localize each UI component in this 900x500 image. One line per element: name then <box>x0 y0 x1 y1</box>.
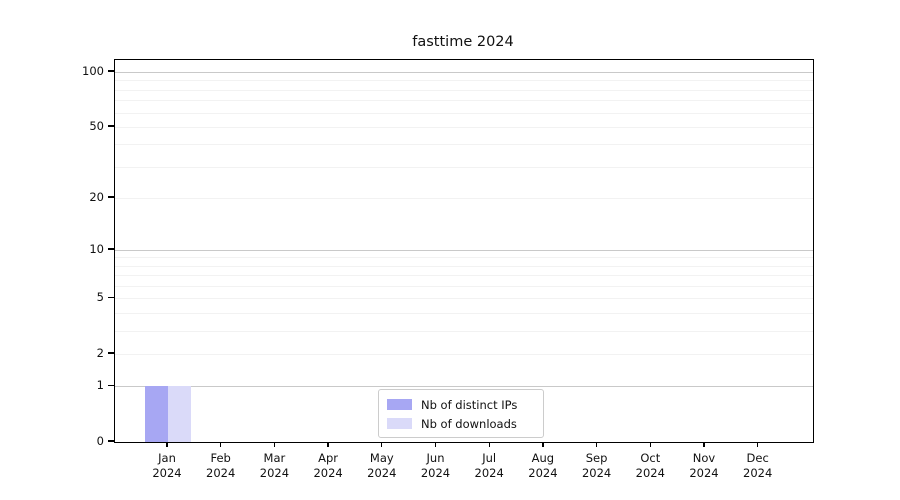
y-tick-label: 10 <box>89 241 104 256</box>
x-tick-label: Feb 2024 <box>193 451 249 481</box>
y-tick-label: 20 <box>89 190 104 204</box>
y-tick-mark <box>108 70 114 72</box>
minor-gridline <box>115 100 813 102</box>
x-tick-year: 2024 <box>635 466 665 480</box>
legend-item: Nb of distinct IPs <box>387 396 535 414</box>
x-tick-mark <box>649 442 651 448</box>
x-tick-label: Apr 2024 <box>300 451 356 481</box>
x-tick-mark <box>542 442 544 448</box>
legend: Nb of distinct IPs Nb of downloads <box>378 389 544 438</box>
y-tick-mark <box>108 248 114 250</box>
y-tick-mark <box>108 384 114 387</box>
x-tick-year: 2024 <box>259 466 290 480</box>
x-tick-label: Oct 2024 <box>622 451 678 481</box>
y-tick-mark <box>108 196 114 198</box>
x-tick-mark <box>434 442 437 448</box>
x-tick-label: May 2024 <box>354 451 410 481</box>
y-tick-mark <box>108 296 114 299</box>
minor-gridline <box>115 80 813 82</box>
x-tick-mark <box>327 442 329 448</box>
legend-label: Nb of distinct IPs <box>421 397 518 412</box>
y-tick-label: 0 <box>96 434 104 448</box>
x-tick-label: Sep 2024 <box>569 451 625 481</box>
minor-gridline <box>115 89 813 91</box>
x-tick-mark <box>166 442 168 448</box>
x-tick-label: Mar 2024 <box>246 451 302 481</box>
major-gridline <box>115 386 813 388</box>
bar-distinct-ips <box>144 386 168 442</box>
minor-gridline <box>115 198 813 199</box>
y-tick-mark <box>108 125 114 127</box>
minor-gridline <box>115 286 813 288</box>
x-tick-year: 2024 <box>313 466 343 480</box>
major-gridline <box>115 249 813 251</box>
minor-gridline <box>115 330 813 332</box>
plot-area <box>114 59 814 443</box>
minor-gridline <box>115 126 813 128</box>
major-gridline <box>115 72 813 74</box>
minor-gridline <box>115 313 813 314</box>
x-tick-mark <box>273 442 276 448</box>
x-tick-mark <box>703 442 705 448</box>
y-tick-label: 50 <box>89 118 104 133</box>
minor-gridline <box>115 265 813 267</box>
y-tick-label: 2 <box>96 345 104 360</box>
chart-title: fasttime 2024 <box>412 34 514 50</box>
y-tick-mark <box>108 352 114 354</box>
legend-label: Nb of downloads <box>421 416 517 431</box>
x-tick-year: 2024 <box>152 466 182 480</box>
x-tick-mark <box>757 442 759 448</box>
minor-gridline <box>115 275 813 277</box>
bar-downloads <box>168 386 192 442</box>
x-tick-year: 2024 <box>474 466 504 480</box>
minor-gridline <box>115 166 813 168</box>
x-tick-label: Jun 2024 <box>408 451 464 481</box>
minor-gridline <box>115 144 813 146</box>
y-tick-label: 5 <box>96 290 104 305</box>
minor-gridline <box>115 257 813 259</box>
x-tick-year: 2024 <box>206 466 236 480</box>
legend-swatch-downloads <box>387 418 412 429</box>
x-tick-label: Jan 2024 <box>139 451 195 481</box>
x-tick-year: 2024 <box>689 466 719 480</box>
y-tick-label: 100 <box>82 64 104 79</box>
y-tick-mark <box>108 440 114 442</box>
x-tick-label: Nov 2024 <box>676 451 732 481</box>
x-tick-label: Aug 2024 <box>515 451 571 481</box>
x-tick-label: Dec 2024 <box>730 451 786 481</box>
x-tick-mark <box>488 442 490 448</box>
x-tick-mark <box>381 442 383 448</box>
legend-swatch-distinct-ips <box>387 399 412 410</box>
x-tick-year: 2024 <box>581 466 612 480</box>
minor-gridline <box>115 353 813 355</box>
x-tick-year: 2024 <box>420 466 451 480</box>
minor-gridline <box>115 298 813 300</box>
x-tick-mark <box>595 442 598 448</box>
x-tick-year: 2024 <box>743 466 773 480</box>
x-tick-label: Jul 2024 <box>461 451 517 481</box>
legend-item: Nb of downloads <box>387 415 535 433</box>
x-tick-year: 2024 <box>528 466 558 480</box>
minor-gridline <box>115 112 813 114</box>
x-tick-mark <box>220 442 222 448</box>
x-tick-year: 2024 <box>367 466 397 480</box>
y-tick-label: 1 <box>96 378 104 393</box>
